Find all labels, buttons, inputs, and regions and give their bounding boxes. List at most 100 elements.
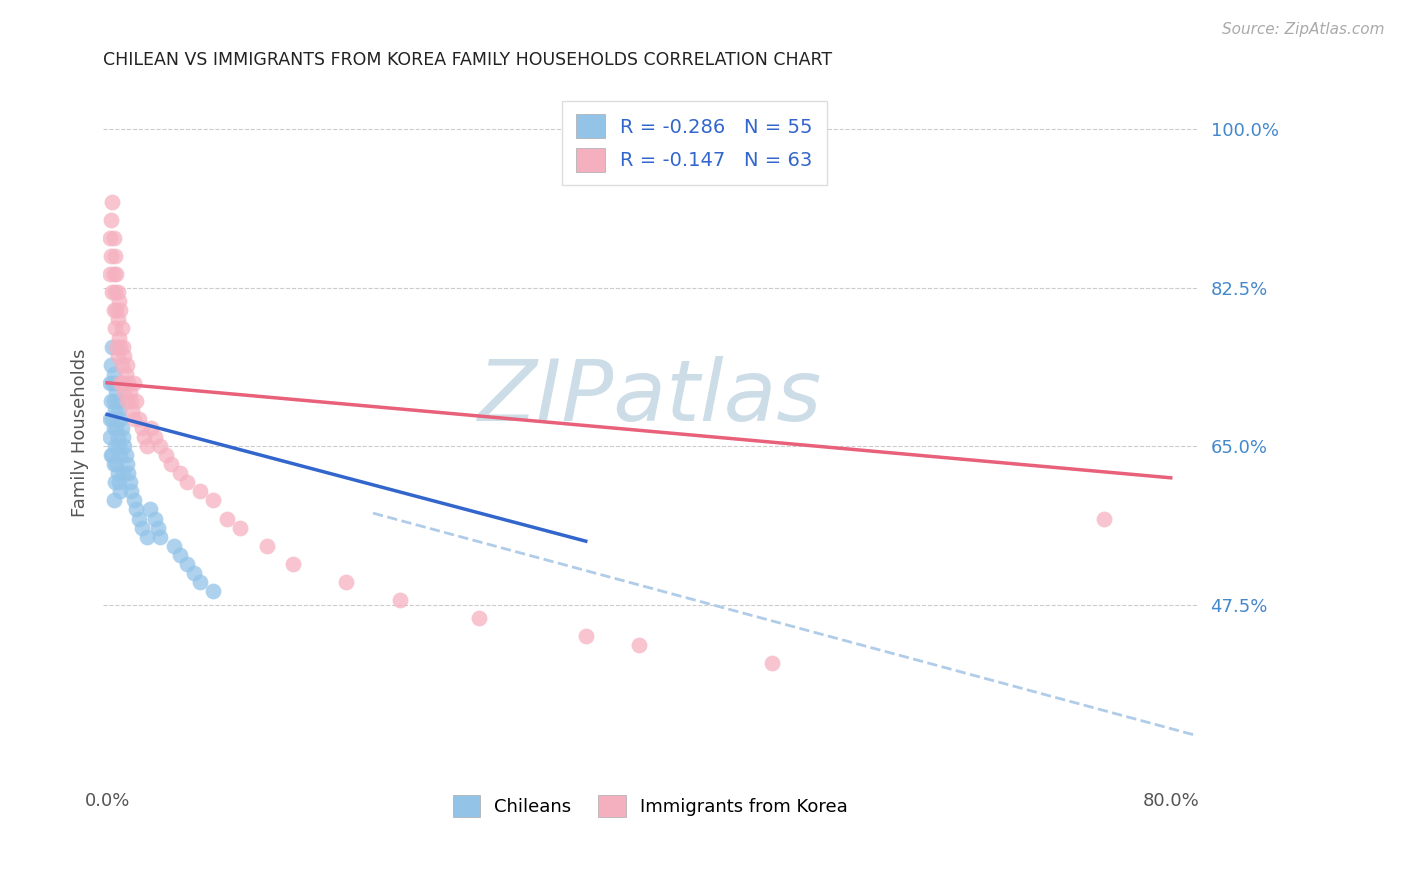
Point	[104, 403, 127, 417]
Text: Source: ZipAtlas.com: Source: ZipAtlas.com	[1222, 22, 1385, 37]
Point	[108, 475, 131, 490]
Point	[98, 430, 121, 444]
Point	[105, 340, 128, 354]
Point	[188, 574, 211, 589]
Point	[111, 321, 134, 335]
Point	[98, 376, 121, 390]
Point	[128, 511, 150, 525]
Point	[107, 285, 129, 300]
Point	[103, 231, 125, 245]
Point	[103, 421, 125, 435]
Point	[117, 467, 139, 481]
Point	[761, 657, 783, 671]
Point	[118, 475, 141, 490]
Point	[103, 493, 125, 508]
Point	[202, 493, 225, 508]
Point	[105, 303, 128, 318]
Point	[139, 421, 162, 435]
Point	[101, 285, 124, 300]
Point	[121, 403, 143, 417]
Point	[125, 502, 148, 516]
Point	[335, 574, 357, 589]
Point	[169, 467, 191, 481]
Point	[105, 457, 128, 471]
Point	[107, 467, 129, 481]
Point	[104, 285, 127, 300]
Point	[112, 430, 135, 444]
Point	[125, 393, 148, 408]
Point	[111, 421, 134, 435]
Point	[100, 358, 122, 372]
Legend: Chileans, Immigrants from Korea: Chileans, Immigrants from Korea	[446, 788, 855, 824]
Point	[104, 249, 127, 263]
Point	[155, 448, 177, 462]
Point	[115, 457, 138, 471]
Point	[104, 376, 127, 390]
Point	[131, 520, 153, 534]
Point	[176, 475, 198, 490]
Point	[162, 539, 184, 553]
Point	[160, 457, 183, 471]
Point	[122, 376, 145, 390]
Point	[105, 421, 128, 435]
Point	[114, 367, 136, 381]
Point	[188, 484, 211, 499]
Point	[115, 393, 138, 408]
Point	[103, 367, 125, 381]
Point	[143, 511, 166, 525]
Point	[128, 412, 150, 426]
Point	[105, 267, 128, 281]
Point	[104, 439, 127, 453]
Point	[100, 393, 122, 408]
Point	[110, 376, 132, 390]
Point	[101, 340, 124, 354]
Point	[101, 448, 124, 462]
Point	[627, 638, 650, 652]
Point	[112, 349, 135, 363]
Point	[575, 629, 598, 643]
Point	[104, 475, 127, 490]
Point	[107, 312, 129, 326]
Point	[108, 330, 131, 344]
Point	[118, 384, 141, 399]
Point	[112, 467, 135, 481]
Text: ZIPatlas: ZIPatlas	[478, 356, 823, 439]
Point	[103, 267, 125, 281]
Point	[131, 421, 153, 435]
Point	[104, 321, 127, 335]
Point	[107, 393, 129, 408]
Point	[98, 412, 121, 426]
Point	[103, 393, 125, 408]
Point	[98, 267, 121, 281]
Point	[110, 303, 132, 318]
Point	[100, 213, 122, 227]
Point	[1092, 511, 1115, 525]
Point	[122, 493, 145, 508]
Point	[229, 520, 252, 534]
Point	[112, 376, 135, 390]
Point	[110, 448, 132, 462]
Point	[122, 412, 145, 426]
Point	[112, 439, 135, 453]
Text: CHILEAN VS IMMIGRANTS FROM KOREA FAMILY HOUSEHOLDS CORRELATION CHART: CHILEAN VS IMMIGRANTS FROM KOREA FAMILY …	[103, 51, 832, 69]
Point	[107, 430, 129, 444]
Point	[110, 412, 132, 426]
Point	[136, 439, 159, 453]
Point	[468, 611, 491, 625]
Point	[108, 294, 131, 309]
Point	[101, 194, 124, 209]
Point	[112, 384, 135, 399]
Point	[215, 511, 238, 525]
Point	[100, 249, 122, 263]
Point	[149, 530, 172, 544]
Point	[120, 484, 142, 499]
Point	[388, 593, 411, 607]
Point	[100, 448, 122, 462]
Point	[143, 430, 166, 444]
Point	[146, 520, 169, 534]
Point	[107, 349, 129, 363]
Point	[115, 358, 138, 372]
Point	[169, 548, 191, 562]
Point	[138, 502, 160, 516]
Point	[108, 403, 131, 417]
